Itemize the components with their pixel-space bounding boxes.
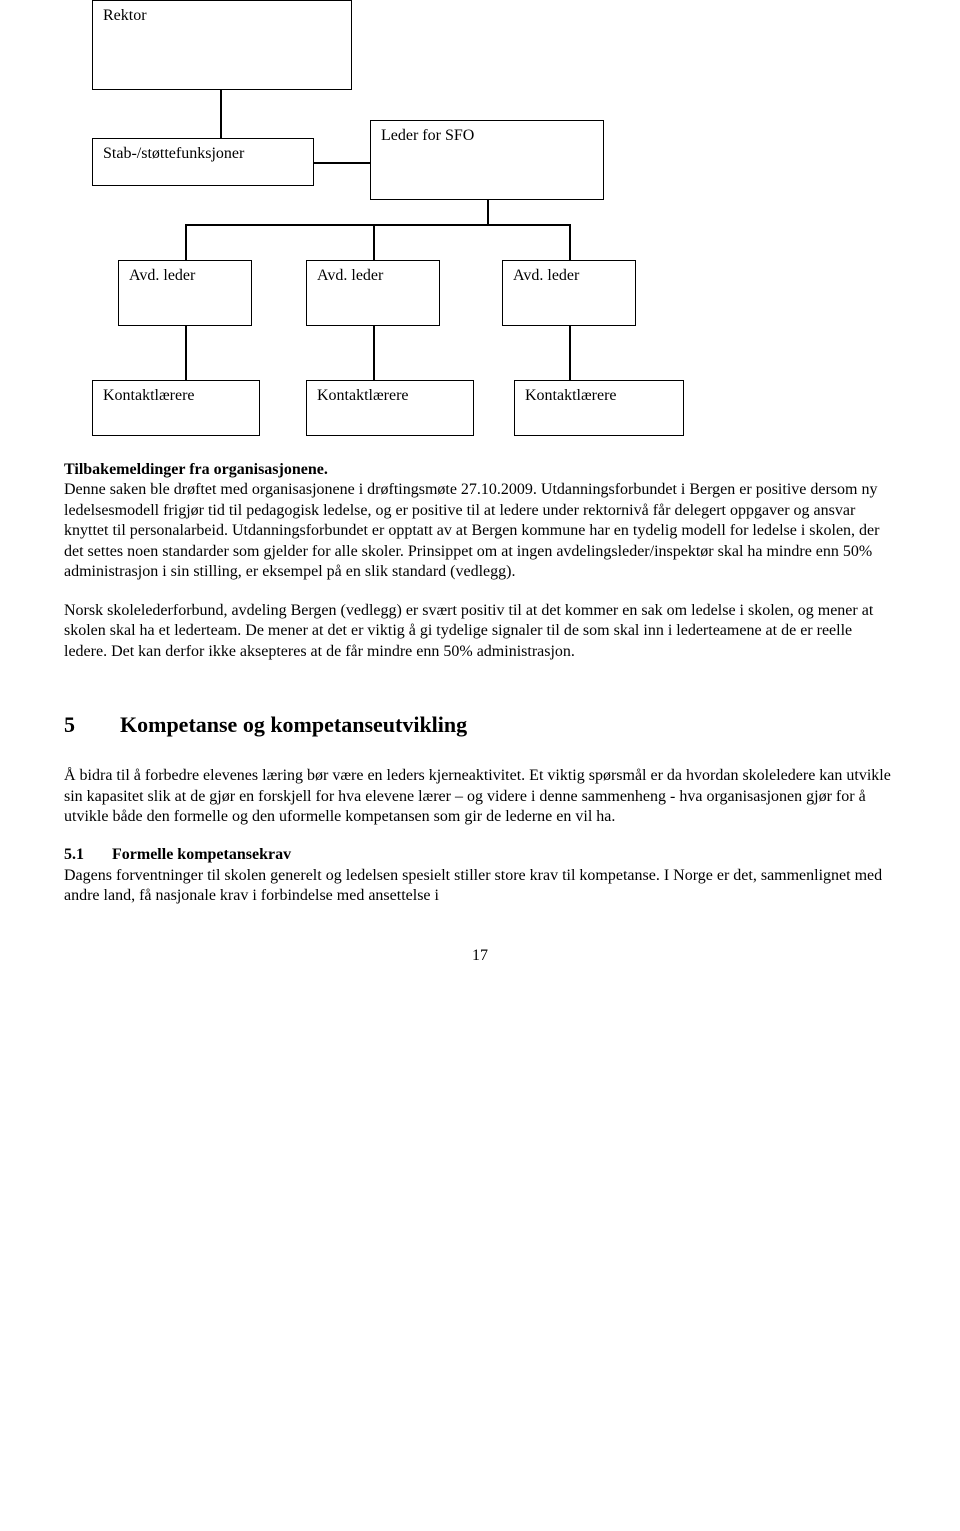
org-edge-9 [569,326,571,380]
paragraph-2: Norsk skolelederforbund, avdeling Bergen… [64,601,896,662]
org-edge-7 [185,326,187,380]
subsection-heading: 5.1Formelle kompetansekrav [64,846,896,864]
org-node-rektor: Rektor [92,0,352,90]
section-number: 5 [64,712,120,738]
org-node-avd2: Avd. leder [306,260,440,326]
org-edge-2 [314,162,370,164]
document-page: Rektor Stab-/støttefunksjoner Leder for SF… [0,0,960,1005]
org-edge-0 [220,90,222,138]
subsection-number: 5.1 [64,846,112,864]
org-edge-3 [185,224,569,226]
paragraph-1: Denne saken ble drøftet med organisasjon… [64,481,879,580]
org-node-stab: Stab-/støttefunksjoner [92,138,314,186]
paragraph-4: Dagens forventninger til skolen generelt… [64,866,896,907]
org-node-avd1: Avd. leder [118,260,252,326]
feedback-heading-text: Tilbakemeldinger fra organisasjonene. [64,461,328,478]
org-edge-8 [373,326,375,380]
org-edge-1 [487,200,489,224]
body-text: Tilbakemeldinger fra organisasjonene. De… [64,460,896,907]
org-edge-5 [373,224,375,260]
section-title: Kompetanse og kompetanseutvikling [120,712,467,737]
org-chart: Rektor Stab-/støttefunksjoner Leder for SF… [70,0,850,460]
org-edge-4 [185,224,187,260]
feedback-heading: Tilbakemeldinger fra organisasjonene. De… [64,460,896,583]
org-node-k1: Kontaktlærere [92,380,260,436]
org-node-sfo: Leder for SFO [370,120,604,200]
subsection-title: Formelle kompetansekrav [112,846,291,863]
section-heading: 5Kompetanse og kompetanseutvikling [64,712,896,738]
org-edge-6 [569,224,571,260]
paragraph-3: Å bidra til å forbedre elevenes læring b… [64,766,896,827]
org-node-avd3: Avd. leder [502,260,636,326]
org-node-k3: Kontaktlærere [514,380,684,436]
page-number: 17 [64,947,896,965]
org-node-k2: Kontaktlærere [306,380,474,436]
